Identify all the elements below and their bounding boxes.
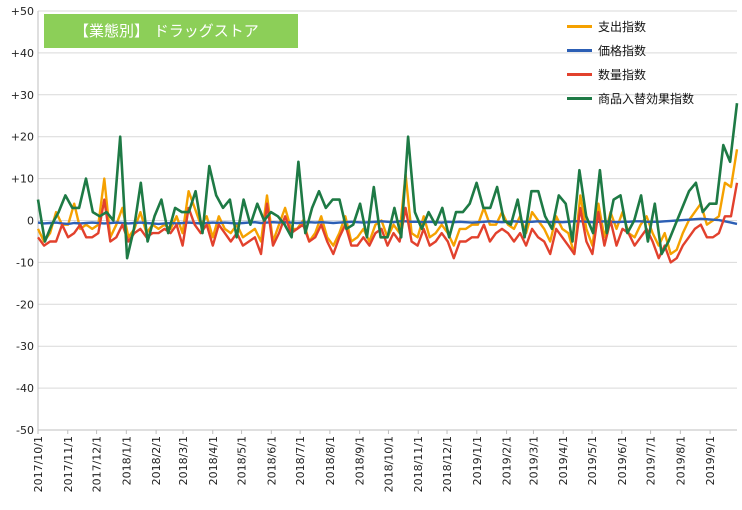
chart-title-badge: 【業態別】 ドラッグストア [44,14,298,48]
x-tick-label: 2018/10/1 [382,436,395,492]
y-tick-label: -10 [16,256,34,269]
y-tick-label: +30 [11,89,34,102]
series-lines [36,103,739,264]
x-tick-label: 2019/7/1 [645,436,658,485]
x-tick-label: 2019/4/1 [557,436,570,485]
legend-swatch-spending [567,24,592,28]
x-tick-label: 2019/9/1 [704,436,717,485]
y-tick-label: -50 [16,424,34,437]
x-tick-label: 2019/6/1 [616,436,629,485]
x-tick-label: 2018/1/1 [120,436,133,485]
y-tick-label: 0 [27,215,34,228]
x-tick-label: 2019/1/1 [471,436,484,485]
legend-label-substitution: 商品入替効果指数 [598,91,695,106]
y-axis-ticks: +50 +40 +30 +20 +10 0 -10 -20 -30 -40 -50 [11,5,34,437]
legend-label-spending: 支出指数 [598,19,647,34]
x-tick-label: 2018/8/1 [324,436,337,485]
x-tick-label: 2019/5/1 [586,436,599,485]
x-tick-label: 2018/4/1 [207,436,220,485]
legend-item-spending: 支出指数 [567,14,694,38]
x-tick-label: 2017/10/1 [32,436,45,492]
x-tick-label: 2018/2/1 [150,436,163,485]
x-tick-label: 2018/3/1 [177,436,190,485]
legend-swatch-substitution [567,96,592,100]
legend: 支出指数 価格指数 数量指数 商品入替効果指数 [567,14,694,110]
legend-label-price: 価格指数 [598,43,647,58]
y-tick-label: -20 [16,298,34,311]
y-tick-label: +40 [11,47,34,60]
legend-label-quantity: 数量指数 [598,67,647,82]
x-tick-label: 2018/11/1 [412,436,425,492]
chart-title: 【業態別】 ドラッグストア [74,22,259,40]
y-tick-label: -40 [16,382,34,395]
y-tick-label: +50 [11,5,34,18]
x-tick-label: 2017/12/1 [91,436,104,492]
legend-item-price: 価格指数 [567,38,694,62]
x-tick-label: 2018/6/1 [265,436,278,485]
legend-swatch-price [567,48,592,52]
y-tick-label: +10 [11,173,34,186]
x-tick-label: 2019/2/1 [501,436,514,485]
series-line-3 [36,103,739,260]
legend-item-substitution: 商品入替効果指数 [567,86,694,110]
x-tick-label: 2018/7/1 [294,436,307,485]
y-tick-label: -30 [16,340,34,353]
series-line-2 [37,182,739,264]
x-tick-label: 2018/9/1 [354,436,367,485]
legend-item-quantity: 数量指数 [567,62,694,86]
y-tick-label: +20 [11,131,34,144]
series-line-1 [37,217,738,226]
x-tick-label: 2018/12/1 [441,436,454,492]
x-axis-ticks: 2017/10/1 2017/11/1 2017/12/1 2018/1/1 2018/… [32,430,717,492]
x-tick-label: 2017/11/1 [62,436,75,492]
x-tick-label: 2019/8/1 [674,436,687,485]
x-tick-label: 2018/5/1 [236,436,249,485]
x-tick-label: 2019/3/1 [527,436,540,485]
legend-swatch-quantity [567,72,592,76]
